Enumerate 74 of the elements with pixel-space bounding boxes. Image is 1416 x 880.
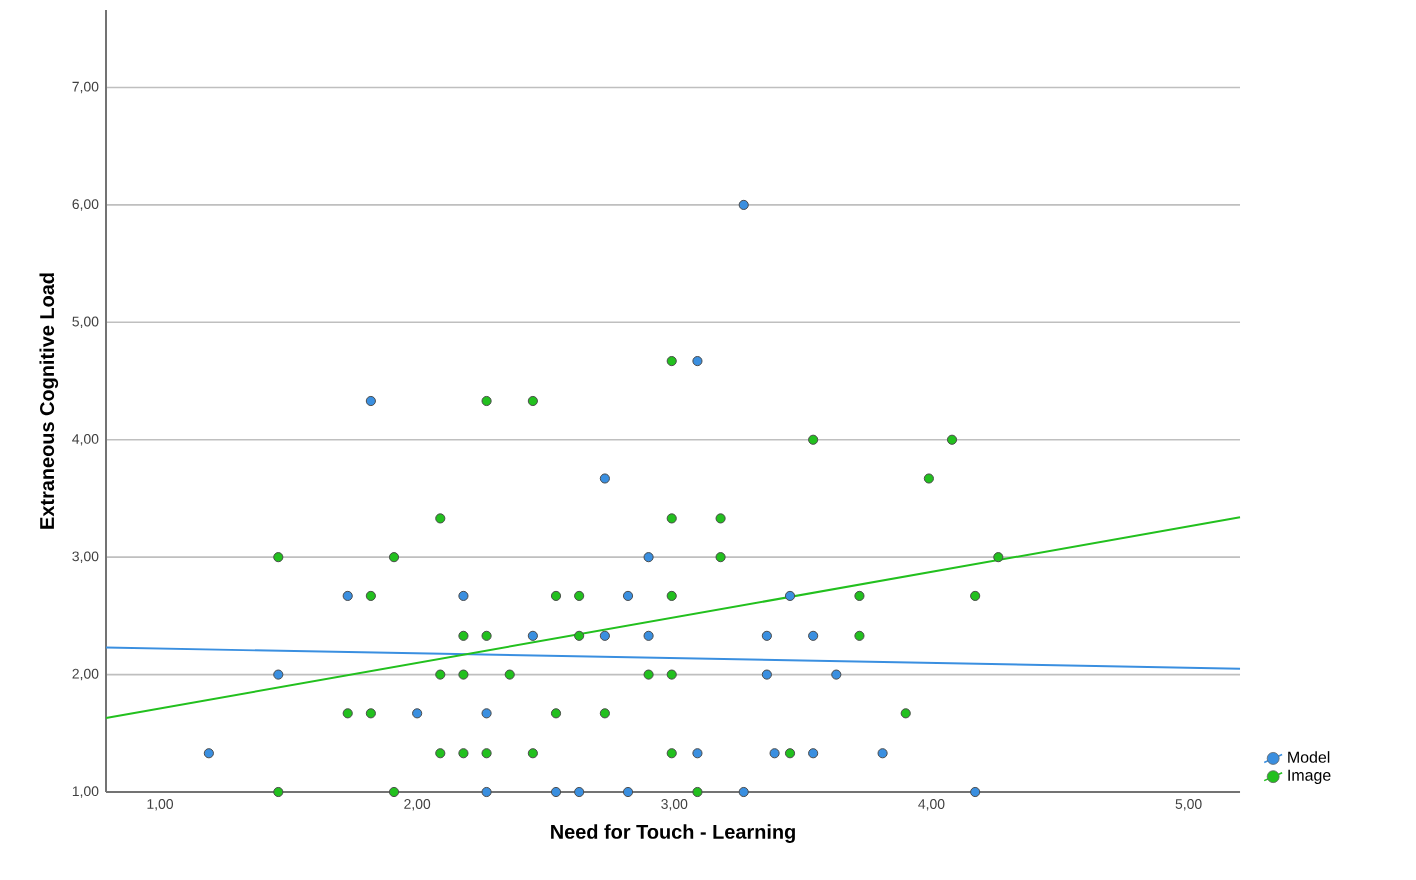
point (435, 748, 446, 759)
point (599, 630, 610, 641)
point (692, 786, 703, 798)
point (808, 748, 819, 759)
point (970, 590, 981, 601)
point (666, 513, 677, 524)
point (808, 434, 819, 445)
point (458, 590, 469, 601)
x-axis-title: Need for Touch - Learning (551, 824, 795, 843)
point (599, 708, 610, 719)
point (622, 786, 634, 798)
point (761, 669, 772, 680)
point (854, 630, 865, 641)
point (574, 786, 585, 798)
point (970, 786, 981, 798)
point (527, 748, 538, 759)
point (643, 552, 654, 563)
point (761, 630, 772, 641)
point (643, 630, 654, 641)
point (993, 552, 1004, 563)
y-axis-title: Extraneous Cognitive Load (39, 273, 59, 529)
point (458, 748, 469, 759)
point (877, 748, 888, 759)
point (769, 748, 780, 759)
point (854, 590, 865, 601)
point (481, 786, 492, 798)
point (365, 590, 376, 601)
point (481, 708, 492, 719)
point (273, 786, 284, 798)
point (622, 590, 634, 601)
point (692, 748, 703, 759)
point (692, 355, 703, 367)
point (365, 395, 376, 407)
point (504, 669, 515, 680)
point (527, 395, 538, 407)
point (481, 748, 492, 759)
point (738, 199, 749, 210)
point (550, 786, 562, 798)
point (388, 786, 400, 798)
point (831, 669, 842, 680)
point (412, 708, 423, 719)
point (715, 513, 726, 524)
point (784, 748, 796, 759)
point (550, 590, 562, 601)
point (574, 630, 585, 641)
point (435, 513, 446, 524)
point (550, 708, 562, 719)
point (784, 590, 796, 601)
point (666, 748, 677, 759)
point (715, 552, 726, 563)
point (203, 748, 214, 759)
point (388, 552, 400, 563)
point (574, 590, 585, 601)
point (342, 708, 353, 719)
point (808, 630, 819, 641)
point (481, 630, 492, 641)
point (273, 552, 284, 563)
point (342, 590, 353, 601)
point (365, 708, 376, 719)
point (666, 669, 677, 680)
point (458, 669, 469, 680)
point (599, 473, 610, 484)
point (435, 669, 446, 680)
point (527, 630, 538, 641)
point (923, 473, 934, 484)
point (481, 395, 492, 407)
point (666, 590, 677, 601)
point (273, 669, 284, 680)
point (738, 786, 749, 798)
point (946, 434, 958, 445)
point (643, 669, 654, 680)
point (458, 630, 469, 641)
point (900, 708, 911, 719)
point (666, 355, 677, 367)
